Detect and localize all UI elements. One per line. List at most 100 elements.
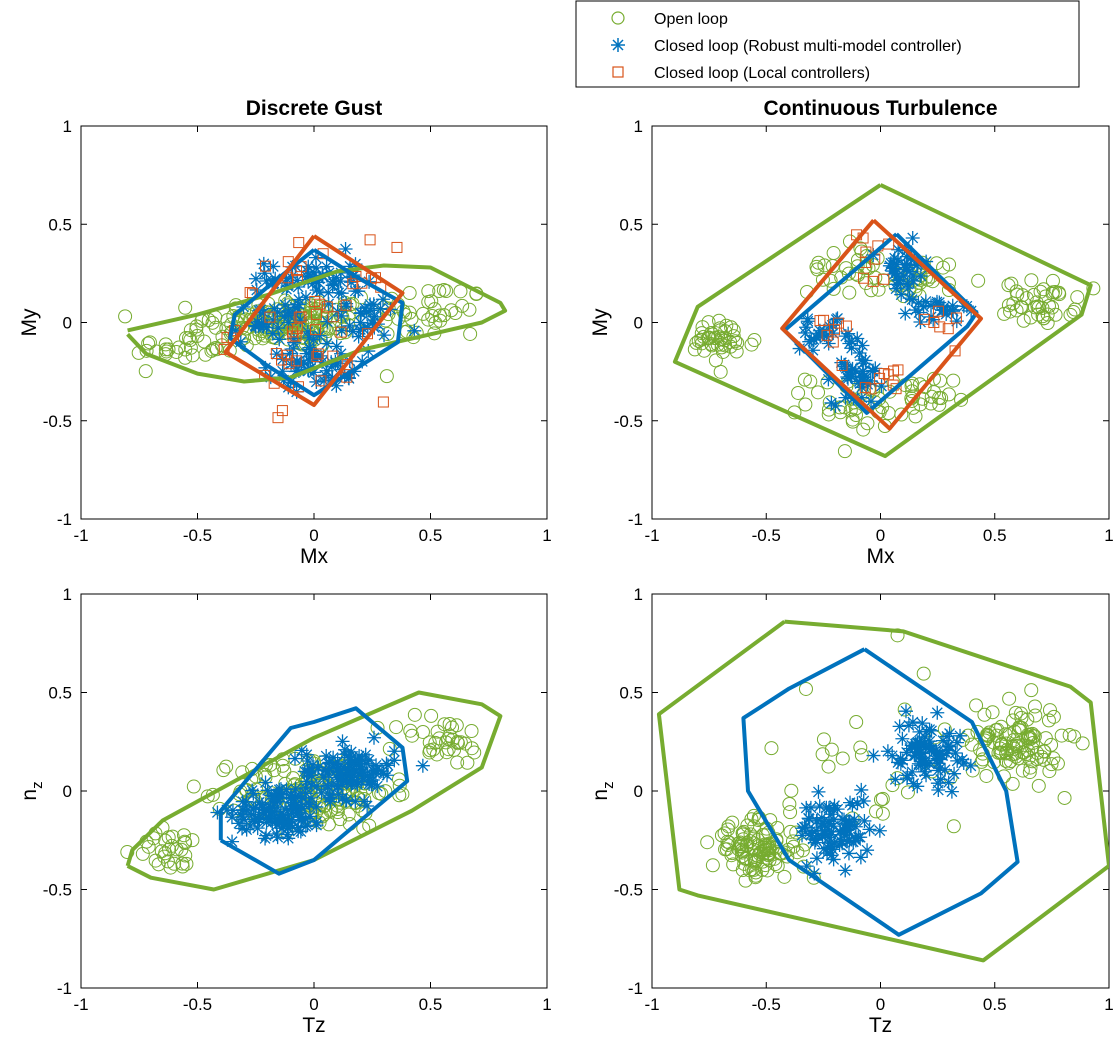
open-loop-point bbox=[900, 785, 915, 800]
robust-point bbox=[248, 271, 263, 286]
open-loop-point bbox=[1042, 703, 1057, 718]
open-loop-point bbox=[816, 732, 831, 747]
open-loop-point bbox=[994, 746, 1009, 761]
robust-point bbox=[322, 788, 337, 803]
open-loop-point bbox=[985, 705, 1000, 720]
robust-point bbox=[272, 816, 287, 831]
open-loop-point bbox=[717, 826, 732, 841]
local-point bbox=[888, 365, 900, 377]
open-loop-point bbox=[1010, 287, 1025, 302]
open-loop-point bbox=[977, 707, 992, 722]
robust-point bbox=[331, 761, 346, 776]
robust-point bbox=[839, 361, 854, 376]
robust-point bbox=[370, 779, 385, 794]
robust-point bbox=[287, 300, 302, 315]
open-loop-point bbox=[138, 364, 153, 379]
local-point bbox=[827, 336, 839, 348]
open-loop-point bbox=[1020, 712, 1035, 727]
hull-square bbox=[223, 234, 405, 407]
open-loop-point bbox=[163, 860, 178, 875]
robust-point bbox=[251, 318, 266, 333]
x-tick-label: -1 bbox=[644, 995, 659, 1014]
open-loop-point bbox=[216, 763, 231, 778]
local-point bbox=[276, 405, 288, 417]
robust-point bbox=[807, 835, 822, 850]
robust-point bbox=[366, 764, 381, 779]
local-point bbox=[321, 301, 333, 313]
open-loop-point bbox=[791, 385, 806, 400]
robust-point bbox=[302, 330, 317, 345]
robust-point bbox=[228, 323, 243, 338]
x-axis-label: Tz bbox=[869, 1014, 892, 1037]
plot-area bbox=[118, 234, 508, 424]
open-loop-point bbox=[1016, 313, 1031, 328]
robust-point bbox=[935, 748, 950, 763]
open-loop-point bbox=[815, 747, 830, 762]
robust-point bbox=[289, 354, 304, 369]
open-loop-point bbox=[1008, 749, 1023, 764]
robust-point bbox=[248, 800, 263, 815]
open-loop-point bbox=[687, 342, 702, 357]
open-loop-point bbox=[744, 812, 759, 827]
open-loop-point bbox=[267, 329, 282, 344]
robust-point bbox=[882, 258, 897, 273]
robust-point bbox=[333, 769, 348, 784]
robust-point bbox=[366, 313, 381, 328]
open-loop-point bbox=[432, 283, 447, 298]
robust-point bbox=[279, 271, 294, 286]
robust-point bbox=[956, 756, 971, 771]
robust-point bbox=[344, 766, 359, 781]
x-axis-label: Mx bbox=[867, 545, 895, 568]
robust-point bbox=[282, 346, 297, 361]
robust-point bbox=[806, 831, 821, 846]
open-loop-point bbox=[422, 735, 437, 750]
robust-point bbox=[267, 791, 282, 806]
open-loop-point bbox=[164, 838, 179, 853]
robust-point bbox=[817, 818, 832, 833]
open-loop-point bbox=[1014, 710, 1029, 725]
local-point bbox=[259, 260, 271, 272]
robust-point bbox=[850, 796, 865, 811]
series-asterisk bbox=[795, 704, 978, 881]
legend-box bbox=[575, 0, 1080, 88]
robust-point bbox=[872, 823, 887, 838]
robust-point bbox=[246, 786, 261, 801]
open-loop-point bbox=[467, 745, 482, 760]
panel-2: -1-1 -0.5 -0.5 0 0 0.5 0.5 1 1 Mx My Continuous Tur… bbox=[589, 97, 1114, 568]
open-loop-point bbox=[881, 406, 896, 421]
robust-point bbox=[811, 828, 826, 843]
robust-point bbox=[814, 810, 829, 825]
y-tick-label: 0 bbox=[63, 782, 72, 801]
local-point bbox=[919, 313, 931, 325]
robust-point bbox=[885, 748, 900, 763]
open-loop-point bbox=[946, 373, 961, 388]
robust-point bbox=[321, 296, 336, 311]
robust-point bbox=[326, 274, 341, 289]
open-loop-point bbox=[1044, 757, 1059, 772]
open-loop-point bbox=[993, 745, 1008, 760]
y-axis-label: nz bbox=[18, 781, 46, 800]
robust-point bbox=[291, 292, 306, 307]
open-loop-point bbox=[740, 835, 755, 850]
local-point bbox=[860, 246, 872, 258]
robust-point bbox=[853, 850, 868, 865]
robust-point bbox=[302, 809, 317, 824]
open-loop-point bbox=[849, 715, 864, 730]
robust-point bbox=[291, 279, 306, 294]
robust-point bbox=[235, 809, 250, 824]
local-point bbox=[293, 237, 305, 249]
legend-local-marker bbox=[612, 66, 624, 78]
robust-point bbox=[277, 802, 292, 817]
robust-point bbox=[888, 772, 903, 787]
robust-point bbox=[826, 326, 841, 341]
robust-point bbox=[268, 814, 283, 829]
local-point bbox=[293, 311, 305, 323]
robust-point bbox=[933, 772, 948, 787]
local-point bbox=[890, 383, 902, 395]
robust-point bbox=[864, 394, 879, 409]
robust-point bbox=[799, 320, 814, 335]
robust-point bbox=[899, 704, 914, 719]
robust-point bbox=[802, 812, 817, 827]
robust-point bbox=[245, 783, 260, 798]
